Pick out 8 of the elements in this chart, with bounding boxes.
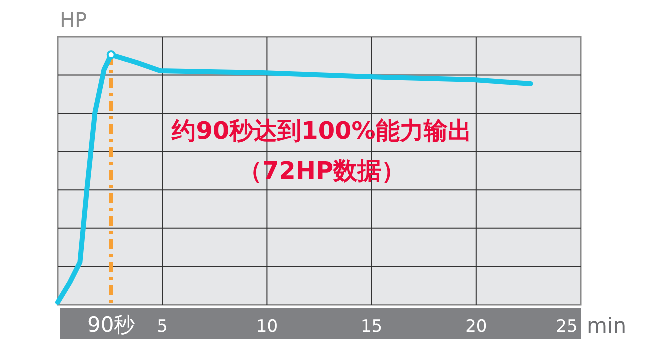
x-tick-label: 10 <box>256 317 278 337</box>
annotation: 90秒 <box>87 313 136 337</box>
y-axis-title: HP <box>60 8 88 32</box>
x-axis-title: min <box>587 314 627 338</box>
x-tick-label: 25 <box>556 317 578 337</box>
x-tick-label: 15 <box>360 317 383 337</box>
x-tick-label: 20 <box>466 317 488 337</box>
x-tick-label: 5 <box>157 317 168 337</box>
